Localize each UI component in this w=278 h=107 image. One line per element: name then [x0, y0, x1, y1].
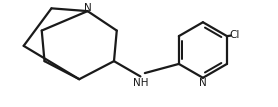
- Text: NH: NH: [133, 78, 149, 88]
- Text: Cl: Cl: [230, 30, 240, 40]
- Text: N: N: [84, 2, 91, 13]
- Text: N: N: [199, 78, 207, 88]
